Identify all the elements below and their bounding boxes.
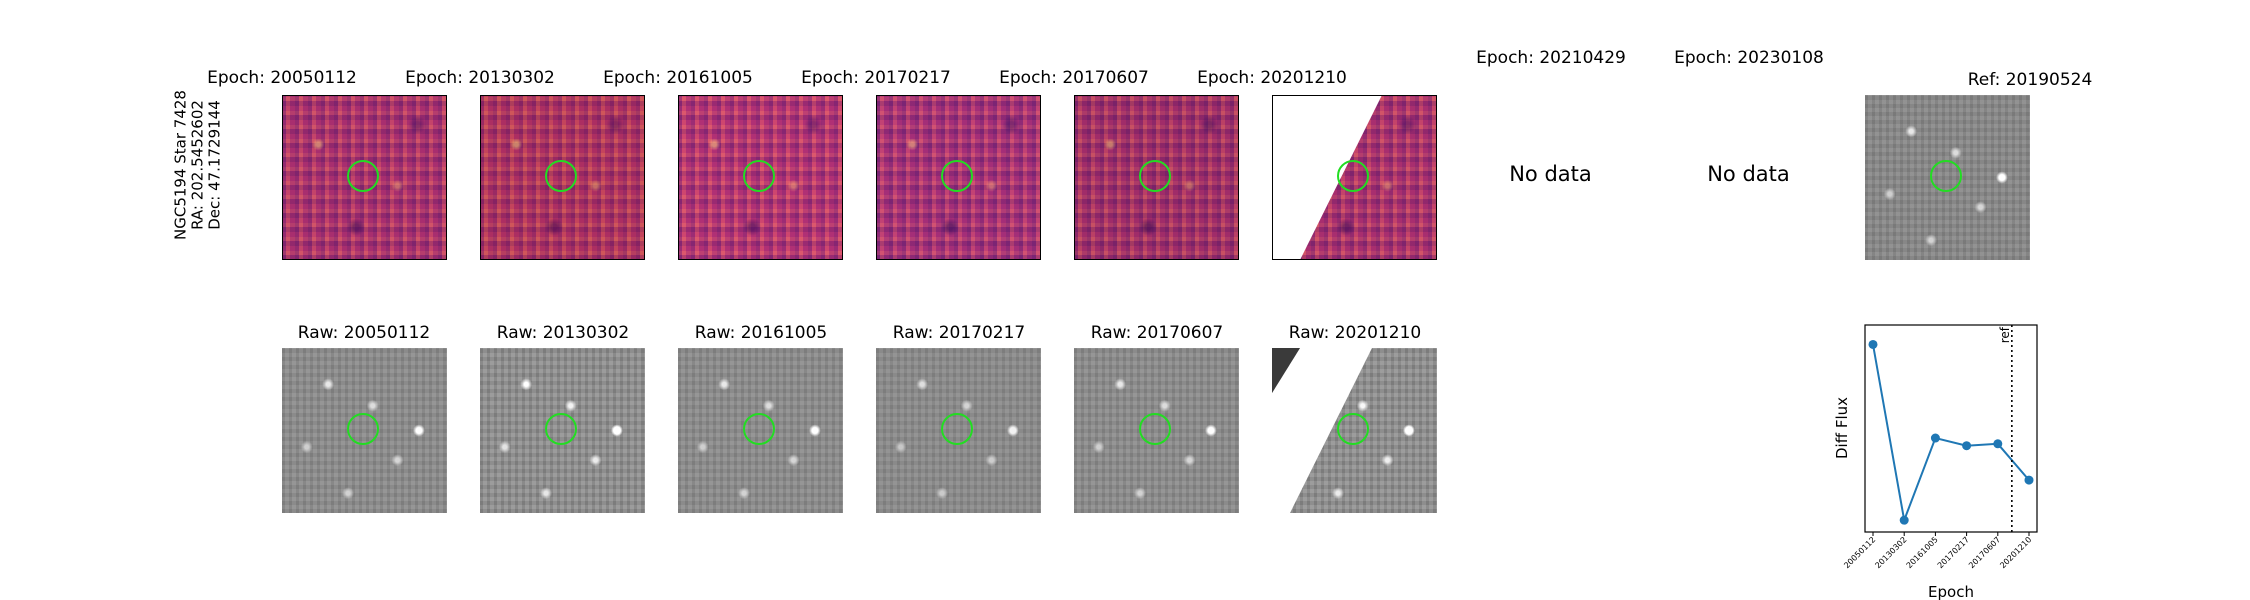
- data-point: [1962, 441, 1972, 451]
- data-point: [1993, 439, 2003, 449]
- no-data-label-7: No data: [1707, 162, 1790, 186]
- target-circle: [346, 412, 379, 445]
- x-tick-label: 20170217: [1936, 535, 1971, 570]
- target-circle: [1929, 159, 1962, 192]
- diff-title-4: Epoch: 20170607: [999, 68, 1149, 88]
- plot-frame: [1864, 324, 2038, 533]
- diff-image-3: [876, 95, 1041, 260]
- reference-image: [1865, 95, 2030, 260]
- diff-image-2: [678, 95, 843, 260]
- target-circle: [1138, 159, 1171, 192]
- raw-title-0: Raw: 20050112: [297, 323, 431, 343]
- y-axis-label: Diff Flux: [1833, 397, 1851, 459]
- no-data-label-6: No data: [1509, 162, 1592, 186]
- x-tick-label: 20130302: [1873, 535, 1908, 570]
- diff-image-4: [1074, 95, 1239, 260]
- target-circle: [1336, 159, 1369, 192]
- raw-image-4: [1074, 348, 1239, 513]
- raw-title-4: Raw: 20170607: [1090, 323, 1224, 343]
- target-circle: [1336, 412, 1369, 445]
- data-point: [2024, 475, 2034, 485]
- ref-epoch-label: ref: [1998, 326, 2012, 343]
- diff-title-5: Epoch: 20201210: [1197, 68, 1347, 88]
- ref-title: Ref: 20190524: [1967, 70, 2093, 90]
- data-point: [1899, 515, 1909, 525]
- raw-title-2: Raw: 20161005: [694, 323, 828, 343]
- object-name: NGC5194 Star 7428: [171, 90, 190, 240]
- target-circle: [346, 159, 379, 192]
- target-circle: [1138, 412, 1171, 445]
- diff-image-0: [282, 95, 447, 260]
- diff-title-1: Epoch: 20130302: [405, 68, 555, 88]
- diff-image-5: [1272, 95, 1437, 260]
- target-circle: [940, 412, 973, 445]
- diff-title-7: Epoch: 20230108: [1674, 48, 1824, 68]
- x-tick-label: 20170607: [1967, 535, 2002, 570]
- data-point: [1868, 339, 1878, 349]
- raw-image-1: [480, 348, 645, 513]
- x-axis-label: Epoch: [1928, 583, 1974, 600]
- target-circle: [940, 159, 973, 192]
- data-point: [1930, 433, 1940, 443]
- target-circle: [742, 412, 775, 445]
- diff-title-3: Epoch: 20170217: [801, 68, 951, 88]
- raw-image-3: [876, 348, 1041, 513]
- x-tick-label: 20161005: [1905, 535, 1940, 570]
- raw-title-5: Raw: 20201210: [1288, 323, 1422, 343]
- raw-image-2: [678, 348, 843, 513]
- raw-image-5: [1272, 348, 1437, 513]
- no-coverage-mask: [1272, 348, 1372, 513]
- x-tick-label: 20201210: [1998, 535, 2033, 570]
- diff-title-2: Epoch: 20161005: [603, 68, 753, 88]
- raw-image-0: [282, 348, 447, 513]
- no-coverage-mask: [1272, 95, 1382, 260]
- object-label: NGC5194 Star 7428 RA: 202.5452602 Dec: 4…: [171, 90, 224, 240]
- diff-title-6: Epoch: 20210429: [1476, 48, 1626, 68]
- raw-title-1: Raw: 20130302: [496, 323, 630, 343]
- series-line: [1872, 344, 2030, 524]
- object-dec: Dec: 47.1729144: [205, 100, 224, 230]
- light-curve-chart: 2005011220130302201610052017021720170607…: [1833, 324, 2038, 600]
- diff-title-0: Epoch: 20050112: [207, 68, 357, 88]
- diff-image-1: [480, 95, 645, 260]
- x-tick-label: 20050112: [1842, 535, 1877, 570]
- object-ra: RA: 202.5452602: [188, 100, 207, 230]
- target-circle: [742, 159, 775, 192]
- target-circle: [544, 412, 577, 445]
- target-circle: [544, 159, 577, 192]
- raw-title-3: Raw: 20170217: [892, 323, 1026, 343]
